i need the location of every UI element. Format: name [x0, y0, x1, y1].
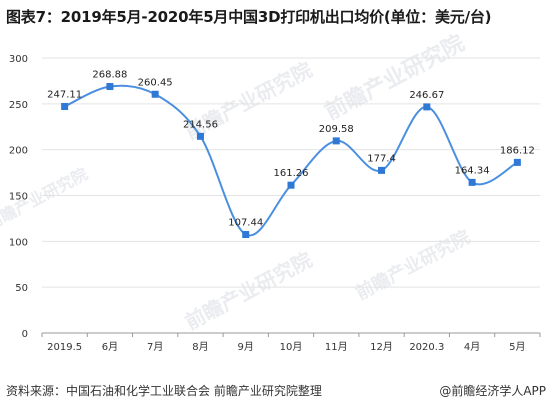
y-tick-label: 200	[9, 146, 28, 157]
grid-lines	[42, 57, 540, 288]
x-tick-label: 2020.3	[409, 342, 444, 353]
data-label: 164.34	[455, 165, 490, 176]
y-tick-label: 100	[9, 237, 28, 248]
watermark-text: 前瞻产业研究院	[352, 226, 474, 305]
data-point	[151, 90, 159, 98]
data-point	[378, 166, 386, 174]
watermark-text: 前瞻产业研究院	[321, 30, 469, 125]
data-label: 260.45	[138, 77, 173, 88]
watermark-text: 前瞻产业研究院	[181, 247, 316, 334]
x-tick-label: 4月	[464, 341, 480, 353]
data-point	[468, 178, 476, 186]
y-tick-label: 50	[15, 283, 28, 294]
x-tick-label: 9月	[238, 341, 254, 353]
data-label: 246.67	[409, 90, 444, 101]
credit-note: @前瞻经济学人APP	[439, 384, 546, 398]
y-tick-label: 300	[9, 54, 28, 65]
data-label: 214.56	[183, 119, 218, 130]
y-tick-label: 250	[9, 100, 28, 111]
y-tick-label: 150	[9, 192, 28, 203]
data-point	[513, 158, 521, 166]
x-tick-label: 10月	[280, 341, 303, 353]
data-point	[332, 137, 340, 145]
x-axis: 2019.5 6月 7月 8月 9月 10月 11月 12月 2020.3 4月 5月	[41, 332, 541, 353]
x-tick-label: 5月	[509, 341, 525, 353]
data-point	[196, 132, 204, 140]
x-tick-label: 6月	[102, 341, 118, 353]
data-labels: 247.11 268.88 260.45 214.56 107.44 161.26 209.…	[47, 70, 535, 229]
data-label: 107.44	[228, 218, 263, 229]
data-markers	[61, 83, 521, 239]
data-point	[61, 102, 69, 110]
data-point	[287, 181, 295, 189]
data-label: 161.26	[274, 168, 309, 179]
y-tick-label: 0	[22, 329, 28, 340]
x-tick-label: 12月	[370, 341, 393, 353]
y-axis: 0 50 100 150 200 250 300	[9, 54, 28, 340]
data-label: 177.4	[367, 153, 396, 164]
x-tick-label: 8月	[192, 341, 208, 353]
data-label: 268.88	[92, 70, 127, 81]
data-point	[106, 83, 114, 91]
series-line	[64, 84, 518, 237]
x-tick-label: 7月	[147, 341, 163, 353]
data-label: 247.11	[47, 89, 82, 100]
watermark-text: 前瞻产业研究院	[181, 57, 316, 144]
data-point	[242, 231, 250, 239]
chart-title: 图表7：2019年5月-2020年5月中国3D打印机出口均价(单位：美元/台)	[6, 8, 492, 26]
data-point	[423, 103, 431, 111]
x-tick-label: 2019.5	[47, 342, 82, 353]
data-label: 186.12	[500, 145, 535, 156]
source-note: 资料来源：中国石油和化学工业联合会 前瞻产业研究院整理	[6, 384, 322, 398]
data-label: 209.58	[319, 124, 354, 135]
x-tick-label: 11月	[325, 341, 348, 353]
